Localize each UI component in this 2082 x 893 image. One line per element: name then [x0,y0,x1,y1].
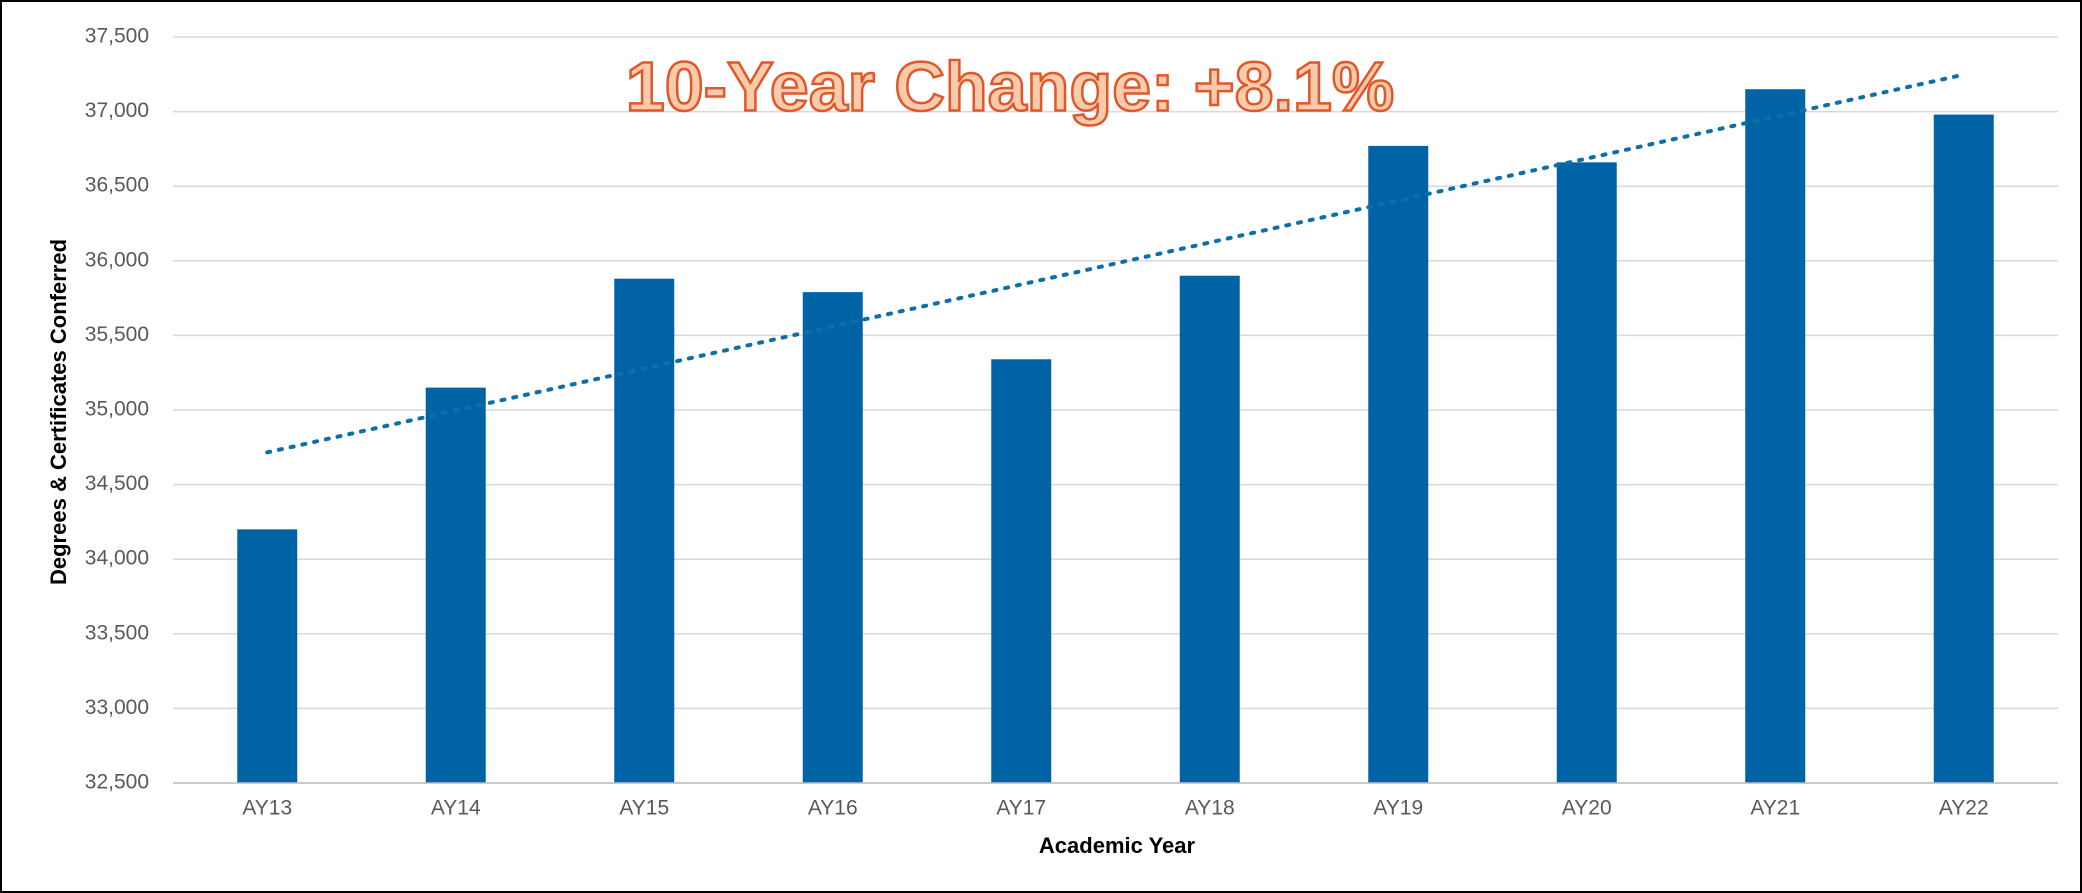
y-tick-label: 36,500 [85,174,149,197]
y-tick-label: 33,500 [85,621,149,644]
y-tick-label: 34,000 [85,547,149,570]
y-tick-label: 34,500 [85,472,149,495]
x-tick-label: AY21 [1750,797,1800,820]
y-tick-label: 35,500 [85,323,149,346]
marks [237,89,1994,784]
y-axis-title: Degrees & Certificates Conferred [46,239,71,585]
y-tick-label: 32,500 [85,771,149,794]
y-tick-label: 36,000 [85,248,149,271]
x-tick-label: AY20 [1562,797,1612,820]
x-tick-label: AY18 [1185,797,1235,820]
x-axis-title: Academic Year [1039,833,1196,858]
bar [991,359,1052,783]
bar [1933,114,1994,784]
annotation: 10-Year Change: +8.1% [626,47,1394,125]
bar [1179,275,1240,783]
bar [1368,145,1429,783]
y-tick-label: 37,000 [85,99,149,122]
bar [1556,162,1617,783]
y-tick-label: 37,500 [85,25,149,48]
y-tick-label: 35,000 [85,398,149,421]
bar [237,529,298,783]
bar [802,292,863,783]
y-tick-label: 33,000 [85,696,149,719]
x-tick-label: AY17 [996,797,1046,820]
x-tick-label: AY22 [1939,797,1989,820]
x-tick-label: AY19 [1373,797,1423,820]
bar [614,278,675,783]
x-tick-label: AY13 [242,797,292,820]
x-tick-label: AY15 [619,797,669,820]
bar [425,387,486,783]
bar [1745,89,1806,784]
trendline [265,72,1966,455]
x-tick-label: AY16 [808,797,858,820]
x-tick-label: AY14 [431,797,481,820]
